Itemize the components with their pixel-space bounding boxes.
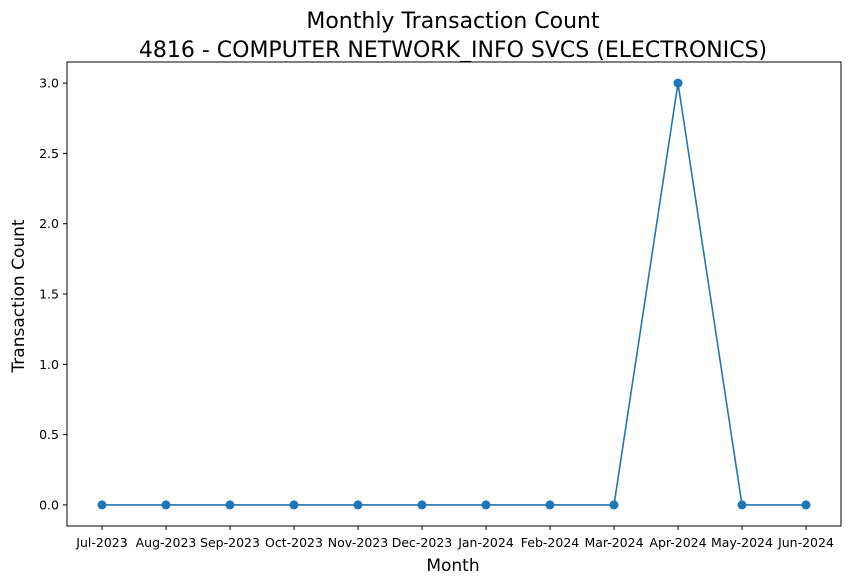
x-tick-label: Apr-2024 bbox=[649, 535, 706, 550]
x-tick-label: Mar-2024 bbox=[584, 535, 643, 550]
data-point bbox=[161, 500, 171, 510]
x-tick-label: Feb-2024 bbox=[521, 535, 580, 550]
data-point bbox=[225, 500, 235, 510]
data-point bbox=[673, 78, 683, 88]
x-tick-label: Nov-2023 bbox=[328, 535, 388, 550]
data-point bbox=[609, 500, 619, 510]
x-tick-label: Jul-2023 bbox=[75, 535, 127, 550]
x-tick-label: Dec-2023 bbox=[392, 535, 453, 550]
data-point bbox=[353, 500, 363, 510]
data-point bbox=[545, 500, 555, 510]
x-tick-label: Aug-2023 bbox=[136, 535, 197, 550]
x-tick-label: Jan-2024 bbox=[457, 535, 514, 550]
y-axis-ticks: 0.0 0.5 1.0 1.5 2.0 2.5 3.0 bbox=[39, 76, 67, 512]
y-tick-label: 3.0 bbox=[39, 76, 59, 91]
data-point bbox=[97, 500, 107, 510]
chart-title: Monthly Transaction Count bbox=[306, 9, 600, 34]
data-point bbox=[417, 500, 427, 510]
y-tick-label: 0.0 bbox=[39, 497, 59, 512]
y-axis-label: Transaction Count bbox=[9, 219, 29, 373]
data-point bbox=[481, 500, 491, 510]
y-tick-label: 1.0 bbox=[39, 357, 59, 372]
y-tick-label: 2.5 bbox=[39, 146, 59, 161]
x-tick-label: Oct-2023 bbox=[265, 535, 323, 550]
data-point bbox=[289, 500, 299, 510]
x-axis-ticks: Jul-2023 Aug-2023 Sep-2023 Oct-2023 Nov-2023… bbox=[75, 526, 834, 550]
x-tick-label: Sep-2023 bbox=[200, 535, 260, 550]
plot-area-frame bbox=[66, 61, 842, 527]
y-tick-label: 0.5 bbox=[39, 427, 59, 442]
data-point bbox=[737, 500, 747, 510]
x-tick-label: May-2024 bbox=[711, 535, 773, 550]
series-layer bbox=[97, 78, 811, 510]
x-axis-label: Month bbox=[426, 556, 479, 576]
series-line bbox=[102, 82, 806, 506]
chart-subtitle: 4816 - COMPUTER NETWORK_INFO SVCS (ELECT… bbox=[139, 38, 767, 63]
x-tick-label: Jun-2024 bbox=[777, 535, 834, 550]
data-point bbox=[801, 500, 811, 510]
y-tick-label: 2.0 bbox=[39, 216, 59, 231]
y-tick-label: 1.5 bbox=[39, 287, 59, 302]
